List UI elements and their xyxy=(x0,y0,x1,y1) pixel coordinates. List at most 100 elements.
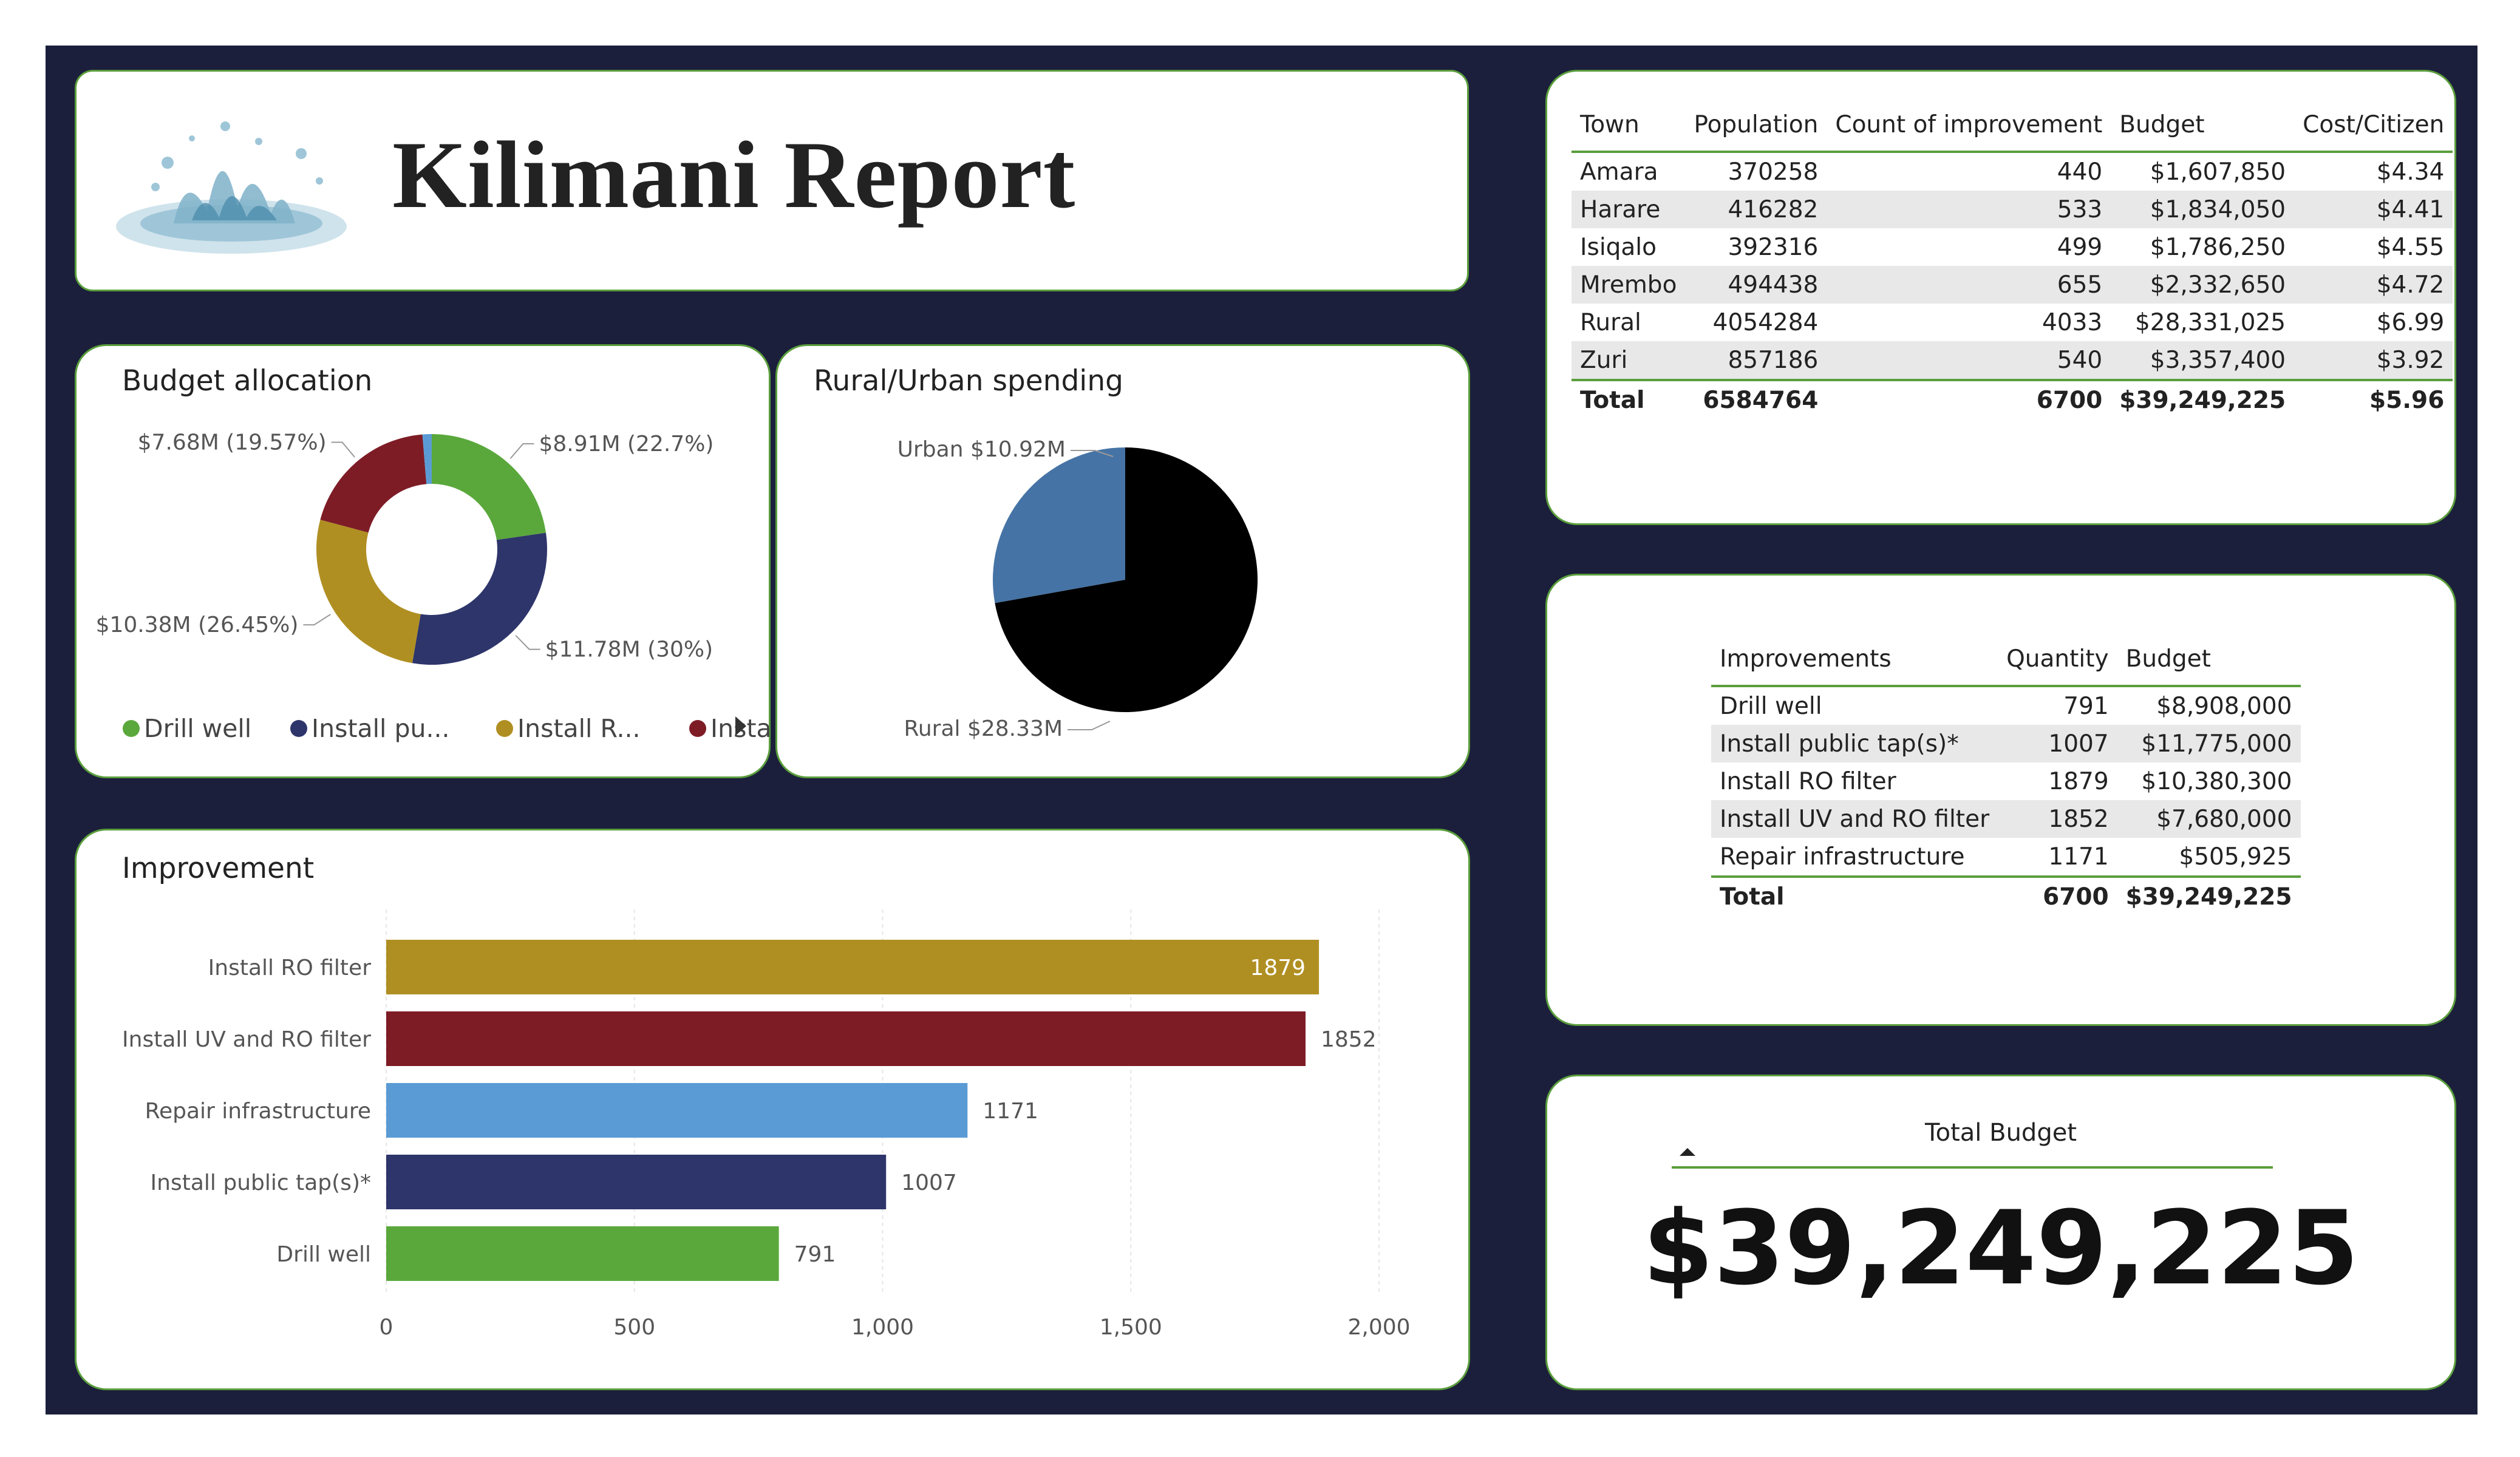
table-row: Rural 4054284 4033 $28,331,025 $6.99 xyxy=(1572,304,2453,341)
report-canvas: Kilimani Report Budget allocation $8.91M… xyxy=(46,46,2477,1415)
total-cell: $5.96 xyxy=(2294,379,2453,419)
column-header-population[interactable]: Population xyxy=(1685,111,1827,153)
bar-install-public-tap-s xyxy=(386,1155,887,1209)
column-header-quantity[interactable]: Quantity xyxy=(1998,645,2117,687)
y-category-label: Install RO filter xyxy=(208,956,372,980)
total-budget-value: $39,249,225 xyxy=(1643,1189,2359,1308)
table-cell: 533 xyxy=(1827,191,2111,228)
total-cell: Total xyxy=(1711,875,1998,915)
table-cell: $11,775,000 xyxy=(2117,725,2301,762)
column-header-budget[interactable]: Budget xyxy=(2117,645,2301,687)
table-cell: $4.41 xyxy=(2294,191,2453,228)
table-cell: Install RO filter xyxy=(1720,767,1896,795)
donut-data-label: $7.68M (19.57%) xyxy=(138,430,327,455)
table-row: Install public tap(s)* 1007 $11,775,000 xyxy=(1711,725,2301,762)
column-header-budget[interactable]: Budget xyxy=(2111,111,2295,153)
budget-allocation-donut-chart: $8.91M (22.7%) $11.78M (30%) $10.38M (26.4… xyxy=(96,430,772,743)
table-cell: 540 xyxy=(1827,341,2111,380)
table-cell: 1007 xyxy=(1998,725,2117,762)
table-cell: $4.72 xyxy=(2294,266,2453,304)
donut-leader-line xyxy=(331,441,355,458)
total-budget-label: Total Budget xyxy=(1925,1119,2077,1147)
table-cell: 4054284 xyxy=(1712,308,1819,336)
bar-value-label: 1171 xyxy=(982,1099,1038,1124)
table-total-row: Total 6700 $39,249,225 xyxy=(1711,875,2301,915)
x-tick-label: 1,000 xyxy=(851,1315,914,1340)
y-category-label: Install public tap(s)* xyxy=(151,1170,371,1195)
pie-slice-urban xyxy=(993,447,1125,603)
table-cell: 857186 xyxy=(1685,341,1827,380)
legend-swatch xyxy=(689,720,706,737)
table-cell: $1,834,050 xyxy=(2111,191,2295,228)
donut-slice-install-uv-and-ro-filter xyxy=(320,434,427,533)
table-cell: 440 xyxy=(2057,158,2103,186)
donut-slice-repair-infrastructure xyxy=(422,434,432,484)
donut-slice-install-ro-filter xyxy=(316,520,421,664)
table-cell: $4.55 xyxy=(2376,233,2445,261)
bar-value-label: 1007 xyxy=(901,1170,957,1195)
table-cell: 494438 xyxy=(1685,266,1827,304)
table-cell: $2,332,650 xyxy=(2111,266,2295,304)
table-cell: 1852 xyxy=(1998,800,2117,838)
table-row: Drill well 791 $8,908,000 xyxy=(1711,686,2301,725)
table-cell: Drill well xyxy=(1720,692,1822,720)
table-cell: 416282 xyxy=(1685,191,1827,228)
total-cell: 6700 xyxy=(1827,379,2111,419)
bar-install-uv-and-ro-filter xyxy=(386,1011,1306,1066)
table-cell: 4033 xyxy=(2042,308,2103,336)
caret-up-icon[interactable] xyxy=(1680,1148,1695,1156)
caret-right-icon[interactable] xyxy=(735,716,746,736)
legend-item-label: Install R... xyxy=(517,714,641,743)
pie-data-label: Urban $10.92M xyxy=(897,437,1066,462)
column-header-count-of-improvement[interactable]: Count of improvement xyxy=(1827,111,2111,153)
table-cell: 392316 xyxy=(1728,233,1819,261)
table-cell: Zuri xyxy=(1572,341,1686,380)
table-row: Amara 370258 440 $1,607,850 $4.34 xyxy=(1572,152,2453,191)
report-title: Kilimani Report xyxy=(392,122,1076,228)
bar-value-label: 1879 xyxy=(1250,956,1306,980)
improvements-table-card: Improvements Quantity Budget Drill well 791… xyxy=(1545,574,2456,1026)
column-header-cost-citizen[interactable]: Cost/Citizen xyxy=(2294,111,2453,153)
total-cell: Total xyxy=(1572,379,1686,419)
donut-data-label: $8.91M (22.7%) xyxy=(539,432,713,457)
x-tick-label: 500 xyxy=(613,1315,655,1340)
table-cell: $1,786,250 xyxy=(2150,233,2286,261)
legend-swatch xyxy=(290,720,307,737)
x-tick-label: 1,500 xyxy=(1100,1315,1162,1340)
y-category-label: Repair infrastructure xyxy=(145,1099,371,1124)
table-cell: 791 xyxy=(2063,692,2109,720)
legend-swatch xyxy=(123,720,140,737)
total-cell: 6584764 xyxy=(1685,379,1827,419)
x-tick-label: 2,000 xyxy=(1347,1315,1410,1340)
table-cell: $8,908,000 xyxy=(2156,692,2292,720)
table-cell: Repair infrastructure xyxy=(1720,843,1965,871)
bar-install-ro-filter xyxy=(386,940,1320,994)
column-header-town[interactable]: Town xyxy=(1572,111,1686,153)
table-row: Install UV and RO filter 1852 $7,680,000 xyxy=(1711,800,2301,838)
column-header-improvements[interactable]: Improvements xyxy=(1711,645,1998,687)
improvement-bar-chart: 0 500 1,000 1,500 2,000 Install RO filter 1879… xyxy=(122,909,1411,1340)
table-cell: $10,380,300 xyxy=(2141,767,2292,795)
legend-swatch xyxy=(496,720,513,737)
table-cell: 1879 xyxy=(2048,767,2109,795)
table-row: Isiqalo 392316 499 $1,786,250 $4.55 xyxy=(1572,228,2453,266)
table-cell: Isiqalo xyxy=(1580,233,1657,261)
budget-allocation-card: Budget allocation $8.91M (22.7%) $11.78M … xyxy=(75,344,772,778)
bar-value-label: 1852 xyxy=(1321,1027,1377,1052)
total-budget-card: Total Budget $39,249,225 xyxy=(1545,1075,2456,1390)
table-cell: Install UV and RO filter xyxy=(1711,800,1998,838)
total-cell: $39,249,225 xyxy=(2117,875,2301,915)
budget-allocation-title: Budget allocation xyxy=(122,364,373,398)
rural-urban-card: Rural/Urban spending Urban $10.92M Rural … xyxy=(775,344,1470,778)
table-cell: Harare xyxy=(1572,191,1686,228)
y-category-label: Install UV and RO filter xyxy=(122,1027,371,1052)
table-cell: $3,357,400 xyxy=(2111,341,2295,380)
table-cell: Mrembo xyxy=(1572,266,1686,304)
rural-urban-title: Rural/Urban spending xyxy=(814,364,1123,398)
total-cell: $39,249,225 xyxy=(2111,379,2295,419)
table-cell: Install public tap(s)* xyxy=(1711,725,1998,762)
table-row: Install RO filter 1879 $10,380,300 xyxy=(1711,762,2301,800)
table-cell: $3.92 xyxy=(2294,341,2453,380)
table-cell: $4.34 xyxy=(2376,158,2445,186)
table-cell: $1,607,850 xyxy=(2150,158,2286,186)
